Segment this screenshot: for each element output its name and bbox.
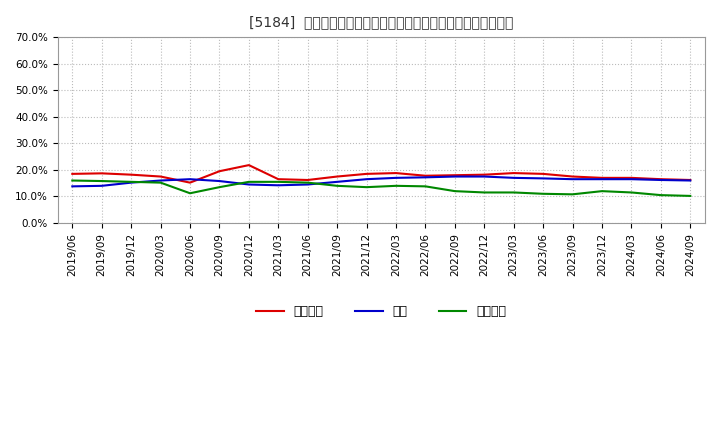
買入債務 <box>510 190 518 195</box>
在庫 <box>510 175 518 180</box>
売上債権 <box>627 175 636 180</box>
在庫 <box>68 184 76 189</box>
Line: 在庫: 在庫 <box>72 176 690 187</box>
在庫 <box>421 175 430 180</box>
売上債権 <box>392 170 400 176</box>
在庫 <box>97 183 106 188</box>
売上債権 <box>245 162 253 168</box>
Legend: 売上債権, 在庫, 買入債務: 売上債権, 在庫, 買入債務 <box>251 300 511 323</box>
買入債務 <box>245 179 253 184</box>
売上債権 <box>333 174 341 179</box>
買入債務 <box>303 180 312 185</box>
在庫 <box>657 177 665 183</box>
売上債権 <box>510 170 518 176</box>
買入債務 <box>686 193 695 198</box>
在庫 <box>598 176 606 182</box>
売上債権 <box>274 176 283 182</box>
買入債務 <box>68 178 76 183</box>
売上債権 <box>215 169 224 174</box>
在庫 <box>186 176 194 182</box>
売上債権 <box>657 176 665 182</box>
売上債権 <box>686 177 695 183</box>
売上債権 <box>539 171 547 176</box>
売上債権 <box>156 174 165 179</box>
売上債権 <box>303 177 312 183</box>
売上債権 <box>97 171 106 176</box>
売上債権 <box>568 174 577 179</box>
買入債務 <box>598 188 606 194</box>
買入債務 <box>421 184 430 189</box>
買入債務 <box>362 184 371 190</box>
在庫 <box>274 183 283 188</box>
買入債務 <box>539 191 547 196</box>
売上債権 <box>127 172 135 177</box>
在庫 <box>451 174 459 179</box>
買入債務 <box>451 188 459 194</box>
売上債権 <box>362 171 371 176</box>
在庫 <box>539 176 547 181</box>
在庫 <box>215 178 224 183</box>
Title: [5184]  売上債権、在庫、買入債務の総資産に対する比率の推移: [5184] 売上債権、在庫、買入債務の総資産に対する比率の推移 <box>249 15 513 29</box>
売上債権 <box>421 173 430 178</box>
在庫 <box>245 182 253 187</box>
在庫 <box>568 176 577 182</box>
在庫 <box>362 176 371 182</box>
買入債務 <box>392 183 400 188</box>
在庫 <box>392 175 400 180</box>
在庫 <box>480 174 489 179</box>
買入債務 <box>97 178 106 183</box>
売上債権 <box>451 172 459 178</box>
買入債務 <box>186 191 194 196</box>
Line: 買入債務: 買入債務 <box>72 180 690 196</box>
買入債務 <box>480 190 489 195</box>
買入債務 <box>657 192 665 198</box>
買入債務 <box>274 179 283 184</box>
買入債務 <box>568 192 577 197</box>
在庫 <box>127 180 135 185</box>
売上債権 <box>68 171 76 176</box>
買入債務 <box>333 183 341 188</box>
在庫 <box>333 179 341 184</box>
買入債務 <box>127 179 135 184</box>
在庫 <box>686 178 695 183</box>
在庫 <box>627 176 636 182</box>
売上債権 <box>186 180 194 185</box>
買入債務 <box>156 180 165 185</box>
買入債務 <box>627 190 636 195</box>
在庫 <box>156 178 165 183</box>
買入債務 <box>215 184 224 190</box>
売上債権 <box>480 172 489 177</box>
Line: 売上債権: 売上債権 <box>72 165 690 183</box>
在庫 <box>303 182 312 187</box>
売上債権 <box>598 175 606 180</box>
